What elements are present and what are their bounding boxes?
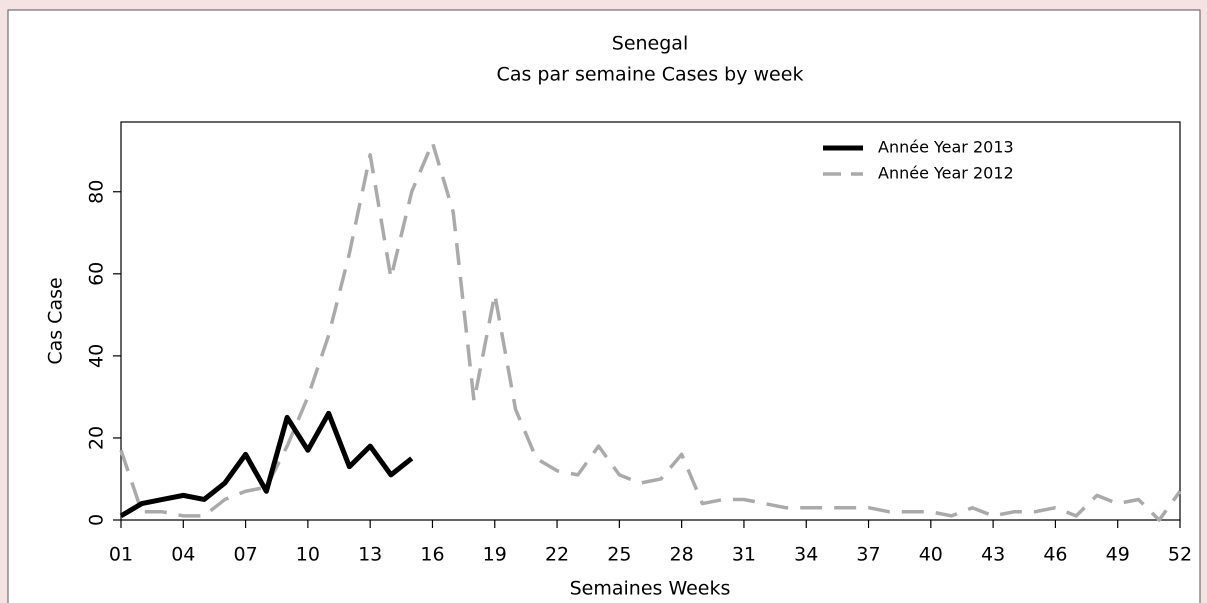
x-tick-label: 46: [1043, 544, 1067, 566]
x-tick-label: 52: [1168, 544, 1192, 566]
x-tick-label: 01: [109, 544, 133, 566]
x-tick-label: 49: [1106, 544, 1130, 566]
x-tick-label: 22: [545, 544, 569, 566]
plot-box: [120, 121, 1181, 521]
y-tick-label: 40: [86, 344, 108, 368]
x-tick-label: 28: [670, 544, 694, 566]
x-tick-label: 43: [981, 544, 1005, 566]
x-tick-label: 16: [420, 544, 444, 566]
x-tick-label: 13: [358, 544, 382, 566]
x-tick-label: 34: [794, 544, 818, 566]
y-tick-label: 0: [86, 514, 108, 526]
series-line: [119, 410, 414, 519]
x-tick-label: 04: [171, 544, 195, 566]
series-line: [119, 140, 1182, 522]
x-tick-label: 07: [233, 544, 257, 566]
y-tick-label: 80: [86, 180, 108, 204]
x-tick-label: 19: [483, 544, 507, 566]
legend-label: Année Year 2013: [878, 138, 1014, 157]
x-tick-label: 10: [296, 544, 320, 566]
x-tick-label: 37: [856, 544, 880, 566]
y-axis-title: Cas Case: [45, 277, 67, 364]
x-tick-label: 40: [919, 544, 943, 566]
x-axis-title: Semaines Weeks: [570, 578, 731, 600]
chart-title: Senegal: [612, 33, 688, 55]
panel: [7, 9, 1201, 603]
chart-subtitle: Cas par semaine Cases by week: [497, 64, 804, 86]
x-tick-label: 25: [607, 544, 631, 566]
y-tick-label: 20: [86, 426, 108, 450]
legend-label: Année Year 2012: [878, 164, 1014, 183]
x-tick-label: 31: [732, 544, 756, 566]
y-tick-label: 60: [86, 262, 108, 286]
